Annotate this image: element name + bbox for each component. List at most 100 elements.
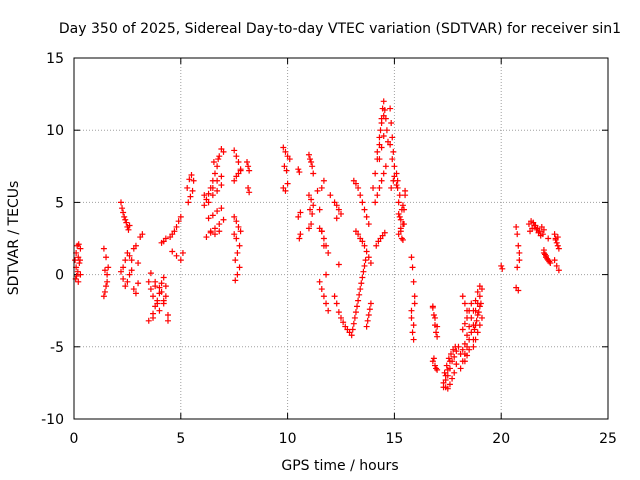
data-point — [352, 309, 359, 316]
data-point — [466, 323, 473, 330]
data-point — [359, 199, 366, 206]
data-point — [205, 190, 212, 197]
data-point — [443, 362, 450, 369]
data-point — [434, 323, 441, 330]
data-point — [340, 319, 347, 326]
data-point — [401, 221, 408, 228]
data-point — [308, 221, 315, 228]
data-point — [474, 329, 481, 336]
data-point — [160, 274, 167, 281]
data-point — [476, 293, 483, 300]
data-point — [499, 265, 506, 272]
data-point — [498, 262, 505, 269]
data-point — [348, 332, 355, 339]
data-point — [125, 226, 132, 233]
data-point — [216, 228, 223, 235]
data-point — [442, 372, 449, 379]
data-point — [184, 184, 191, 191]
data-point — [185, 199, 192, 206]
data-point — [376, 184, 383, 191]
data-point — [179, 249, 186, 256]
data-point — [516, 257, 523, 264]
data-point — [545, 235, 552, 242]
data-point — [373, 242, 380, 249]
data-point — [515, 287, 522, 294]
data-point — [320, 293, 327, 300]
data-point — [372, 199, 379, 206]
data-point — [363, 213, 370, 220]
data-point — [388, 119, 395, 126]
data-point — [281, 163, 288, 170]
x-tick-label: 10 — [279, 431, 297, 447]
data-point — [367, 300, 374, 307]
data-point — [472, 307, 479, 314]
data-point — [398, 206, 405, 213]
data-point — [236, 242, 243, 249]
data-point — [283, 167, 290, 174]
data-point — [233, 235, 240, 242]
data-point — [216, 153, 223, 160]
data-point — [209, 212, 216, 219]
data-point — [297, 231, 304, 238]
data-point — [237, 228, 244, 235]
data-point — [100, 245, 107, 252]
data-point — [231, 147, 238, 154]
data-point — [132, 242, 139, 249]
data-point — [160, 297, 167, 304]
data-point — [130, 286, 137, 293]
data-point — [150, 293, 157, 300]
data-point — [394, 184, 401, 191]
data-point — [214, 208, 221, 215]
data-point — [360, 268, 367, 275]
data-point — [356, 291, 363, 298]
data-point — [314, 187, 321, 194]
data-point — [207, 228, 214, 235]
data-point — [397, 216, 404, 223]
data-point — [355, 184, 362, 191]
data-point — [124, 278, 131, 285]
data-point — [459, 346, 466, 353]
data-point — [361, 262, 368, 269]
data-point — [441, 369, 448, 376]
data-point — [156, 284, 163, 291]
data-point — [335, 309, 342, 316]
data-point — [470, 343, 477, 350]
data-point — [162, 283, 169, 290]
data-point — [218, 173, 225, 180]
data-point — [177, 213, 184, 220]
data-point — [459, 326, 466, 333]
data-point — [461, 358, 468, 365]
data-point — [171, 228, 178, 235]
data-point — [378, 119, 385, 126]
data-point — [398, 235, 405, 242]
data-point — [121, 213, 128, 220]
data-point — [128, 257, 135, 264]
data-point — [123, 219, 130, 226]
data-point — [464, 307, 471, 314]
data-point — [73, 273, 80, 280]
data-point — [122, 283, 129, 290]
data-point — [361, 242, 368, 249]
data-point — [335, 261, 342, 268]
data-point — [318, 228, 325, 235]
data-point — [433, 329, 440, 336]
data-point — [318, 184, 325, 191]
data-point — [120, 209, 127, 216]
data-point — [429, 303, 436, 310]
data-point — [237, 167, 244, 174]
data-point — [335, 206, 342, 213]
data-point — [296, 235, 303, 242]
data-point — [205, 199, 212, 206]
data-point — [308, 196, 315, 203]
data-point — [201, 192, 208, 199]
data-point — [411, 300, 418, 307]
data-point — [211, 170, 218, 177]
data-point — [77, 271, 84, 278]
data-point — [466, 346, 473, 353]
data-point — [376, 134, 383, 141]
data-point — [464, 352, 471, 359]
data-point — [211, 225, 218, 232]
data-point — [210, 158, 217, 165]
data-point — [366, 306, 373, 313]
data-point — [120, 275, 127, 282]
